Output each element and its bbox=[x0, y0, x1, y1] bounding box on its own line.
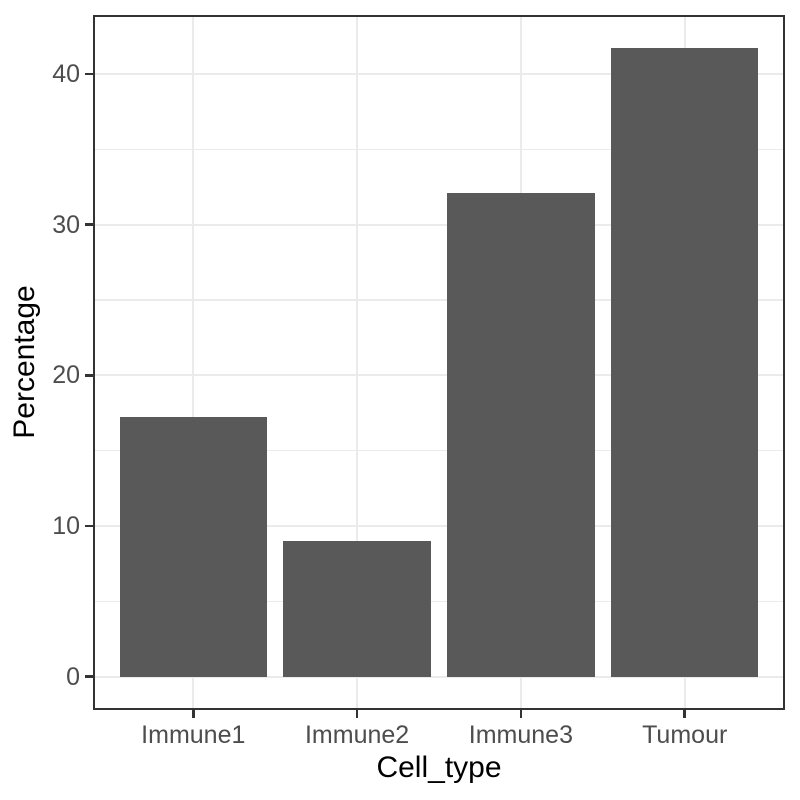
y-tick-label: 40 bbox=[52, 60, 80, 89]
x-tick-mark bbox=[519, 710, 523, 718]
y-tick-mark bbox=[85, 675, 93, 678]
plot-panel bbox=[93, 15, 785, 710]
category-gridline bbox=[192, 17, 195, 708]
minor-gridline bbox=[95, 449, 783, 452]
minor-gridline bbox=[95, 299, 783, 301]
minor-gridline bbox=[95, 600, 783, 602]
minor-gridline bbox=[95, 148, 783, 151]
major-gridline bbox=[95, 524, 783, 527]
major-gridline bbox=[95, 73, 783, 76]
y-tick-label: 10 bbox=[52, 511, 80, 540]
bar-immune1 bbox=[119, 417, 267, 677]
x-tick-mark bbox=[192, 710, 195, 718]
x-tick-label: Immune3 bbox=[468, 721, 573, 749]
y-tick-mark bbox=[85, 524, 93, 528]
major-gridline bbox=[95, 374, 783, 377]
y-tick-label: 30 bbox=[52, 210, 80, 239]
y-tick-label: 0 bbox=[66, 662, 80, 691]
bar-tumour bbox=[611, 48, 759, 677]
bar-immune3 bbox=[447, 193, 595, 677]
major-gridline bbox=[95, 675, 783, 678]
x-tick-label: Immune2 bbox=[304, 721, 410, 749]
major-gridline bbox=[95, 223, 783, 226]
y-tick-mark bbox=[85, 374, 93, 377]
x-tick-label: Immune1 bbox=[141, 721, 246, 749]
y-tick-mark bbox=[85, 72, 93, 76]
x-tick-mark bbox=[683, 710, 686, 718]
x-axis-title: Cell_type bbox=[376, 751, 502, 784]
x-tick-label: Tumour bbox=[642, 721, 728, 749]
bar-immune2 bbox=[283, 540, 431, 677]
y-tick-label: 20 bbox=[52, 361, 80, 390]
x-tick-mark bbox=[355, 710, 359, 718]
y-tick-mark bbox=[85, 223, 93, 226]
category-gridline bbox=[356, 17, 359, 708]
